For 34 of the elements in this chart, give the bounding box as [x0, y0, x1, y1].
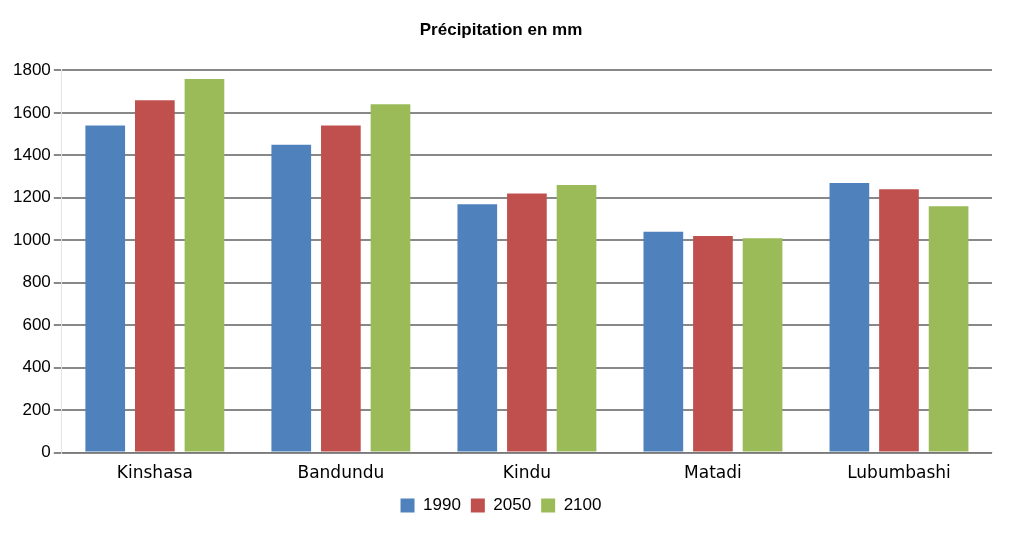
y-tick-label: 600	[22, 314, 51, 334]
y-tick-label: 400	[22, 357, 51, 377]
bar	[928, 206, 969, 452]
bar	[457, 204, 498, 452]
bar	[643, 231, 684, 452]
bar	[693, 236, 733, 452]
y-tick-label: 200	[22, 399, 51, 419]
legend-label: 2100	[563, 495, 602, 515]
x-tick-label: Bandundu	[297, 462, 385, 483]
y-tick-label: 1400	[12, 145, 51, 165]
y-tick-label: 1200	[12, 187, 51, 207]
bar	[321, 125, 361, 452]
y-tick-label: 800	[22, 272, 51, 292]
y-tick-label: 1600	[12, 102, 51, 122]
bar	[829, 182, 870, 452]
bar	[134, 100, 175, 452]
x-tick-label: Matadi	[684, 462, 742, 483]
bar	[85, 125, 126, 452]
x-tick-label: Kindu	[502, 462, 552, 483]
bar	[184, 78, 225, 452]
x-tick-label: Lubumbashi	[847, 462, 951, 483]
bar	[742, 238, 783, 452]
bar	[556, 185, 597, 452]
y-tick-label: 1800	[12, 60, 51, 80]
chart-title: Précipitation en mm	[419, 19, 583, 39]
y-tick-label: 0	[41, 442, 51, 462]
bar	[879, 189, 919, 452]
x-tick-label: Kinshasa	[116, 462, 193, 483]
y-tick-label: 1000	[12, 229, 51, 249]
bar	[507, 193, 547, 452]
legend-label: 1990	[423, 495, 461, 515]
legend-label: 2050	[493, 495, 532, 515]
bar	[370, 104, 411, 452]
bar	[271, 144, 312, 452]
